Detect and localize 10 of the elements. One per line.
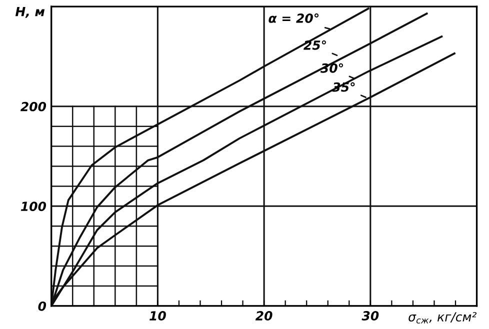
x-axis-title: σ$_{сж}$, кг/см²	[408, 312, 476, 324]
annotation: 25°	[304, 40, 326, 50]
x-tick-label: 30	[362, 311, 379, 321]
y-axis-title: H, м	[15, 6, 45, 18]
y-tick-label: 100	[20, 202, 46, 212]
y-tick-label: 200	[20, 102, 46, 112]
y-tick-label: 0	[38, 301, 46, 311]
annotation: α = 20°	[268, 13, 319, 23]
x-tick-label: 20	[255, 311, 272, 321]
x-tick-label: 10	[150, 311, 166, 321]
